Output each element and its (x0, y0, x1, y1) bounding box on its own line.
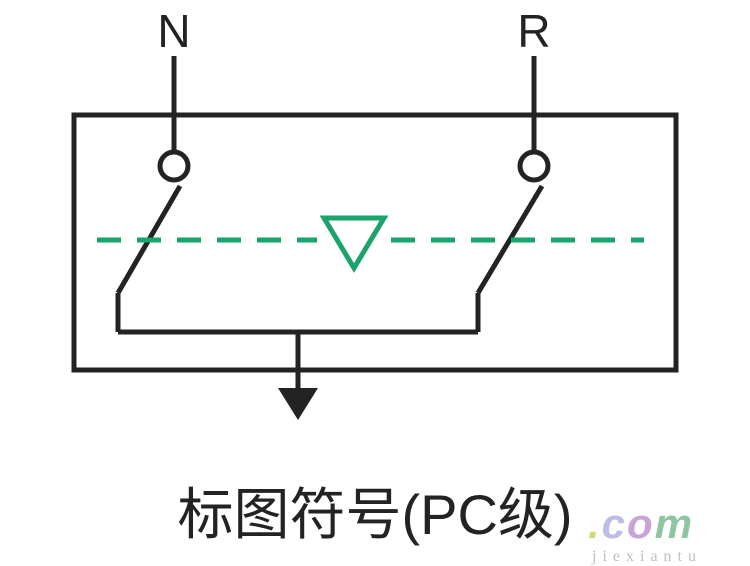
left-contact-circle (160, 152, 188, 180)
output-arrowhead (278, 388, 318, 420)
watermark-char: m (655, 500, 694, 548)
terminal-label-n: N (157, 4, 190, 58)
center-triangle (324, 218, 384, 268)
watermark: .com (588, 500, 694, 548)
terminal-label-r: R (517, 4, 550, 58)
diagram-stage: N R 标图符号(PC级) .com jiexiantu (0, 0, 750, 564)
watermark-char: . (588, 500, 602, 548)
sub-watermark: jiexiantu (592, 548, 702, 566)
watermark-char: c (602, 500, 627, 548)
caption-text: 标图符号(PC级) (177, 470, 572, 551)
watermark-char: o (627, 500, 655, 548)
right-contact-circle (520, 152, 548, 180)
